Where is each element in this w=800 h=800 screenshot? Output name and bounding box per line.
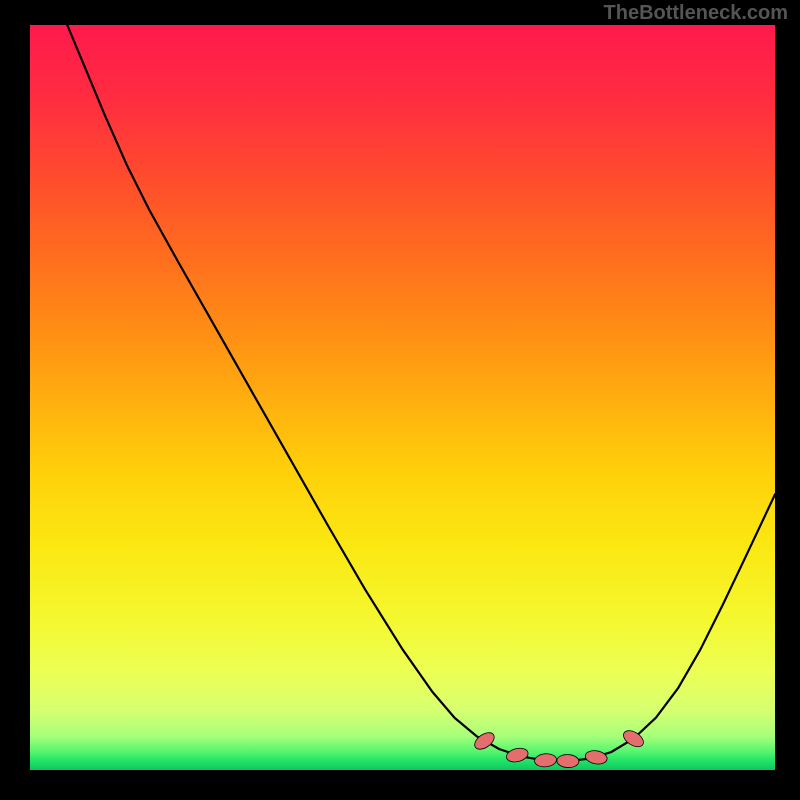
- curve-layer: [30, 25, 775, 770]
- curve-marker: [472, 729, 497, 752]
- curve-marker: [557, 754, 579, 768]
- watermark-text: TheBottleneck.com: [604, 2, 788, 25]
- curve-marker: [534, 753, 557, 768]
- bottleneck-curve: [67, 25, 775, 761]
- curve-marker: [505, 746, 529, 764]
- curve-marker: [584, 749, 608, 766]
- plot-area: [30, 25, 775, 770]
